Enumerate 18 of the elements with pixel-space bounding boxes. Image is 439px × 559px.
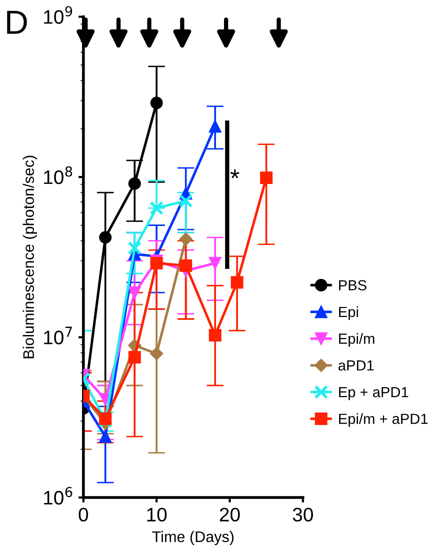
y-tick-label: 10$^{9}$ xyxy=(44,6,72,24)
x-tick-label: 10 xyxy=(147,508,167,522)
x-tick-label: 20 xyxy=(220,508,240,522)
legend-label: Epi/m + aPD1 xyxy=(339,413,428,427)
x-axis-title: Time (Days) xyxy=(152,530,234,546)
annotation: * xyxy=(230,169,240,178)
legend-label: PBS xyxy=(339,280,366,290)
x-tick-label: 0 xyxy=(78,508,88,522)
y-tick-label: 10$^{8}$ xyxy=(44,166,72,184)
y-tick-label: 10$^{6}$ xyxy=(44,486,72,505)
legend-label: Epi xyxy=(339,306,358,320)
legend-label: Ep + aPD1 xyxy=(339,387,408,400)
legend-label: aPD1 xyxy=(338,360,374,371)
x-tick-label: 30 xyxy=(292,508,313,522)
text: D xyxy=(7,10,27,34)
y-axis-title: Bioluminescence (photon/sec) xyxy=(22,156,38,358)
y-tick-label: 10$^{7}$ xyxy=(44,326,72,344)
legend-label: Epi/m xyxy=(339,333,374,347)
